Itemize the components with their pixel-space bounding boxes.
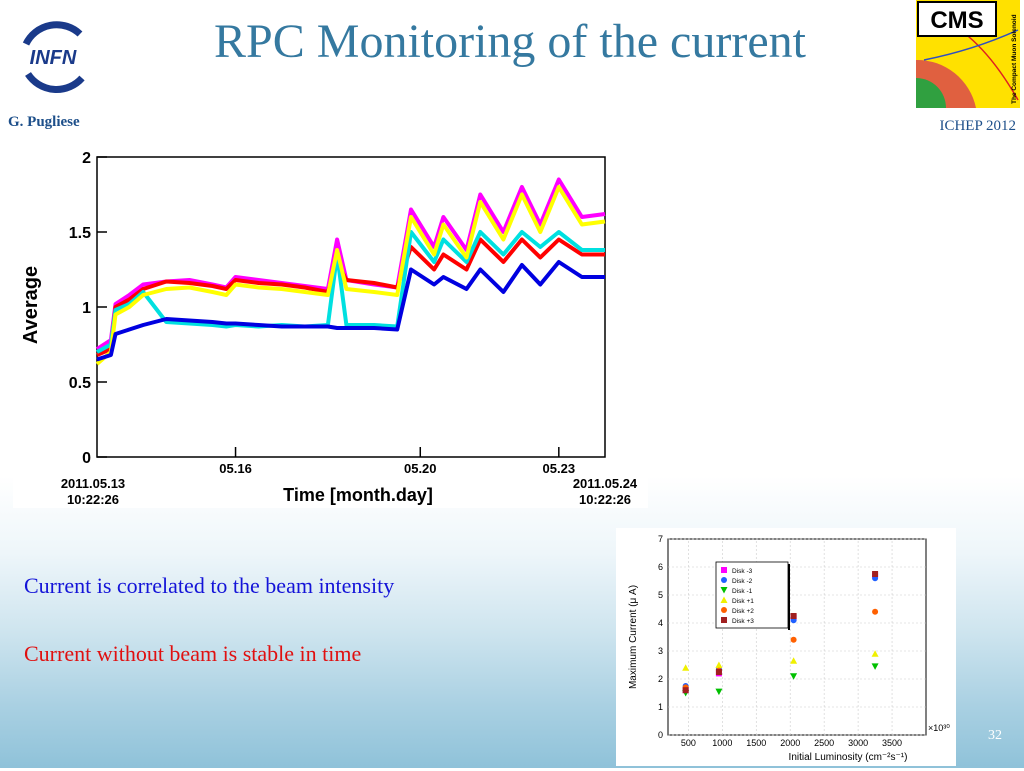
chart2-x-multiplier: ×10³⁰ <box>928 723 950 733</box>
chart2-point-series-4 <box>715 661 723 668</box>
chart2-xlabel: Initial Luminosity (cm⁻²s⁻¹) <box>789 752 908 763</box>
chart2-point-series-3 <box>871 663 879 670</box>
chart2-legend-marker <box>720 587 728 594</box>
chart2-ytick-label: 1 <box>658 702 663 712</box>
chart1-xstart-time: 10:22:26 <box>67 492 119 507</box>
chart2-xtick-label: 500 <box>681 738 696 748</box>
cms-logo-text: CMS <box>930 7 983 34</box>
chart1-ytick-label: 0 <box>82 450 91 467</box>
infn-logo-graphic: INFN <box>22 21 85 93</box>
chart1-xend-time: 10:22:26 <box>579 492 631 507</box>
chart1-ytick-label: 1.5 <box>69 225 91 242</box>
chart1-ytick-label: 0.5 <box>69 375 91 392</box>
chart2-ylabel: Maximum Current (μ A) <box>628 585 639 689</box>
bullet-beam-correlation: Current is correlated to the beam intens… <box>24 573 395 598</box>
chart2-ytick-label: 3 <box>658 646 663 656</box>
chart1-ytick-label: 1 <box>82 300 91 317</box>
conference-label: ICHEP 2012 <box>939 118 1016 134</box>
chart2-point-series-6 <box>682 687 689 694</box>
chart2-frame <box>667 538 927 736</box>
infn-logo: INFN <box>6 4 100 106</box>
author-label: G. Pugliese <box>8 114 80 130</box>
chart2-xtick-label: 1000 <box>712 738 732 748</box>
chart2-point-series-3 <box>715 688 723 696</box>
chart2-legend-label: Disk +1 <box>732 598 754 605</box>
chart1-ytick-label: 2 <box>82 150 91 167</box>
chart2-ytick-label: 4 <box>658 618 663 628</box>
chart2-legend-marker <box>721 577 727 583</box>
chart2-legend-label: Disk +2 <box>732 608 754 615</box>
page-number: 32 <box>988 728 1002 743</box>
chart2-ytick-label: 7 <box>658 534 663 544</box>
chart1-xtick-label: 05.16 <box>219 461 252 476</box>
chart2-point-series-6 <box>872 571 879 577</box>
chart2-point-series-5 <box>790 636 797 643</box>
chart1-xlabel: Time [month.day] <box>283 485 433 505</box>
chart2-point-series-3 <box>790 673 798 680</box>
chart1-xtick-label: 05.20 <box>404 461 437 476</box>
chart1-xend-date: 2011.05.24 <box>573 476 638 491</box>
chart1-series-line-4 <box>95 185 606 366</box>
chart2-point-series-5 <box>872 608 879 615</box>
chart2-legend-marker <box>720 596 728 603</box>
chart1-frame <box>96 156 606 458</box>
chart1-ylabel: Average <box>20 266 42 344</box>
chart2-xtick-label: 3000 <box>848 738 868 748</box>
infn-logo-text: INFN <box>30 47 77 69</box>
chart2-point-series-4 <box>790 657 798 664</box>
chart2-point-series-4 <box>682 664 690 671</box>
chart2-legend-marker <box>721 607 727 613</box>
average-current-time-chart: 0 0.5 1 1.5 2 05.16 05.20 05.23 Average Time [… <box>13 150 648 508</box>
chart2-point-series-6 <box>790 613 797 619</box>
max-current-luminosity-svg: 0 1 2 3 4 5 6 7 500 1000 1500 2000 2500 3000 3500 Dis… <box>628 534 950 763</box>
chart2-ytick-label: 5 <box>658 590 663 600</box>
chart2-legend-marker <box>721 567 727 573</box>
chart2-legend-marker <box>721 617 727 623</box>
max-current-luminosity-chart: 0 1 2 3 4 5 6 7 500 1000 1500 2000 2500 3000 3500 Dis… <box>616 528 956 766</box>
cms-logo: CMS The Compact Muon Solenoid <box>914 0 1022 108</box>
chart2-legend-label: Disk -3 <box>732 568 753 575</box>
chart2-ytick-label: 0 <box>658 730 663 740</box>
chart2-point-series-4 <box>871 650 879 657</box>
average-current-time-svg: 0 0.5 1 1.5 2 05.16 05.20 05.23 Average Time [… <box>20 150 638 507</box>
chart2-xtick-label: 2000 <box>780 738 800 748</box>
cms-logo-subtext: The Compact Muon Solenoid <box>1011 14 1018 104</box>
chart2-legend-label: Disk +3 <box>732 618 754 625</box>
chart1-series-line-5 <box>96 260 605 362</box>
chart1-xstart-date: 2011.05.13 <box>61 476 125 491</box>
chart1-xtick-label: 05.23 <box>543 461 576 476</box>
chart2-xtick-label: 3500 <box>882 738 902 748</box>
chart2-ytick-label: 2 <box>658 674 663 684</box>
chart2-legend-shadow <box>788 564 790 630</box>
bullet-no-beam-stable: Current without beam is stable in time <box>24 641 362 666</box>
chart2-legend-label: Disk -1 <box>732 588 753 595</box>
chart2-legend-label: Disk -2 <box>732 578 753 585</box>
chart2-ytick-label: 6 <box>658 562 663 572</box>
cms-logo-graphic: CMS The Compact Muon Solenoid <box>916 0 1020 108</box>
chart2-legend-box <box>715 561 789 629</box>
chart2-point-series-6 <box>715 669 722 675</box>
slide-title: RPC Monitoring of the current <box>214 15 806 68</box>
chart2-xtick-label: 2500 <box>814 738 834 748</box>
chart2-xtick-label: 1500 <box>746 738 766 748</box>
